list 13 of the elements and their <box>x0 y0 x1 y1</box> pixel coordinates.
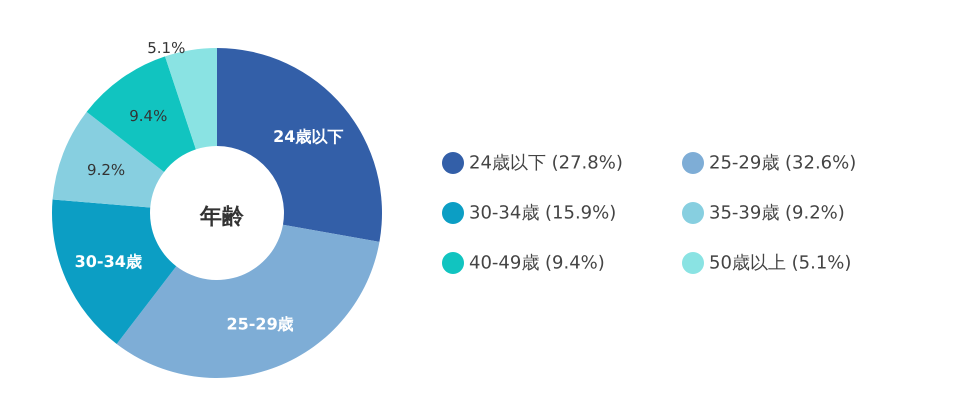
legend-label: 50歳以上 (5.1%) <box>709 252 852 274</box>
data-label: 9.4% <box>129 106 168 125</box>
data-label: 5.1% <box>147 39 186 58</box>
data-label: 9.2% <box>87 160 126 179</box>
text: 24歳以下 <box>273 127 344 146</box>
legend-label: 30-34歳 (15.9%) <box>469 202 616 224</box>
legend-label: 40-49歳 (9.4%) <box>469 252 605 274</box>
legend-label: 25-29歳 (32.6%) <box>709 152 856 174</box>
text: 30-34歳 <box>74 252 142 271</box>
text: 年齢 <box>199 204 245 230</box>
text: 25-29歳 <box>226 314 294 334</box>
legend-label: 35-39歳 (9.2%) <box>709 202 845 224</box>
legend-label: 24歳以下 (27.8%) <box>469 152 623 174</box>
